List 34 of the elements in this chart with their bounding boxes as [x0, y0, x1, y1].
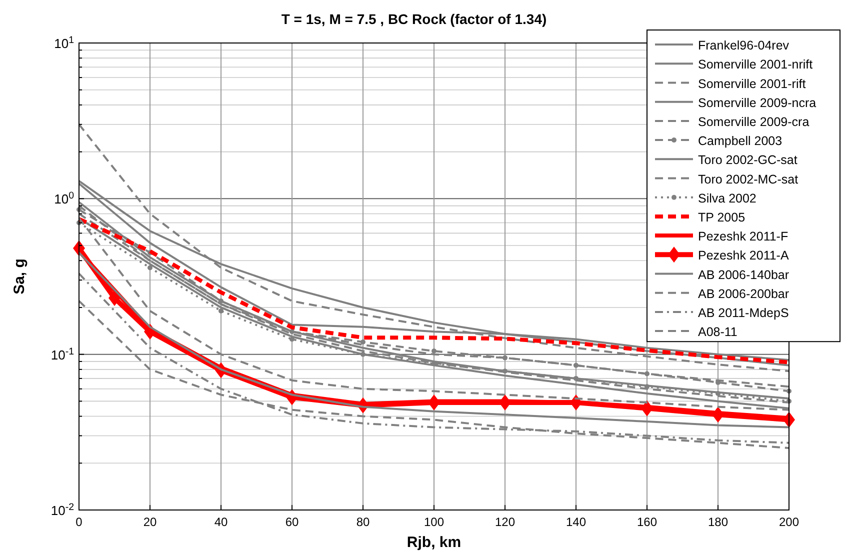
x-axis-title: Rjb, km — [406, 534, 462, 551]
legend-label: Somerville 2001-nrift — [698, 58, 814, 72]
legend-label: Toro 2002-MC-sat — [698, 172, 799, 186]
legend-label: Campbell 2003 — [698, 134, 782, 148]
legend-label: Somerville 2001-rift — [698, 76, 806, 91]
x-tick-label: 60 — [285, 515, 299, 529]
y-axis-title: Sa, g — [11, 258, 28, 294]
x-tick-label: 100 — [424, 515, 444, 529]
x-tick-label: 180 — [708, 515, 728, 529]
x-tick-label: 200 — [778, 515, 800, 529]
legend-label: Silva 2002 — [698, 191, 756, 206]
legend-label: Pezeshk 2011-F — [698, 230, 788, 244]
legend-label: Somerville 2009-cra — [698, 114, 810, 129]
x-tick-label: 40 — [214, 515, 228, 529]
x-tick-label: 140 — [566, 515, 586, 529]
x-tick-label: 120 — [494, 515, 516, 529]
legend-label: Somerville 2009-ncra — [698, 96, 816, 110]
chart-title: T = 1s, M = 7.5 , BC Rock (factor of 1.34) — [281, 11, 547, 27]
legend-label: Frankel96-04rev — [698, 38, 790, 53]
x-tick-label: 160 — [636, 515, 658, 529]
legend-label: Pezeshk 2011-A — [698, 248, 790, 263]
y-tick-label: 10$^{-1}$ — [50, 346, 74, 362]
legend-label: AB 2006-200bar — [698, 286, 790, 301]
x-tick-label: 20 — [143, 515, 157, 529]
legend-label: TP 2005 — [698, 210, 746, 224]
y-tick-label: 10$^{1}$ — [54, 34, 74, 51]
y-tick-label: 10$^{0}$ — [54, 190, 75, 207]
x-tick-label: 0 — [76, 515, 83, 529]
legend-label: Toro 2002-GC-sat — [698, 153, 798, 168]
legend-label: AB 2006-140bar — [698, 268, 790, 282]
legend-label: AB 2011-MdepS — [698, 306, 789, 320]
legend-label: A08-11 — [698, 325, 738, 340]
x-tick-label: 80 — [356, 515, 370, 529]
y-tick-label: 10$^{-2}$ — [50, 502, 74, 518]
